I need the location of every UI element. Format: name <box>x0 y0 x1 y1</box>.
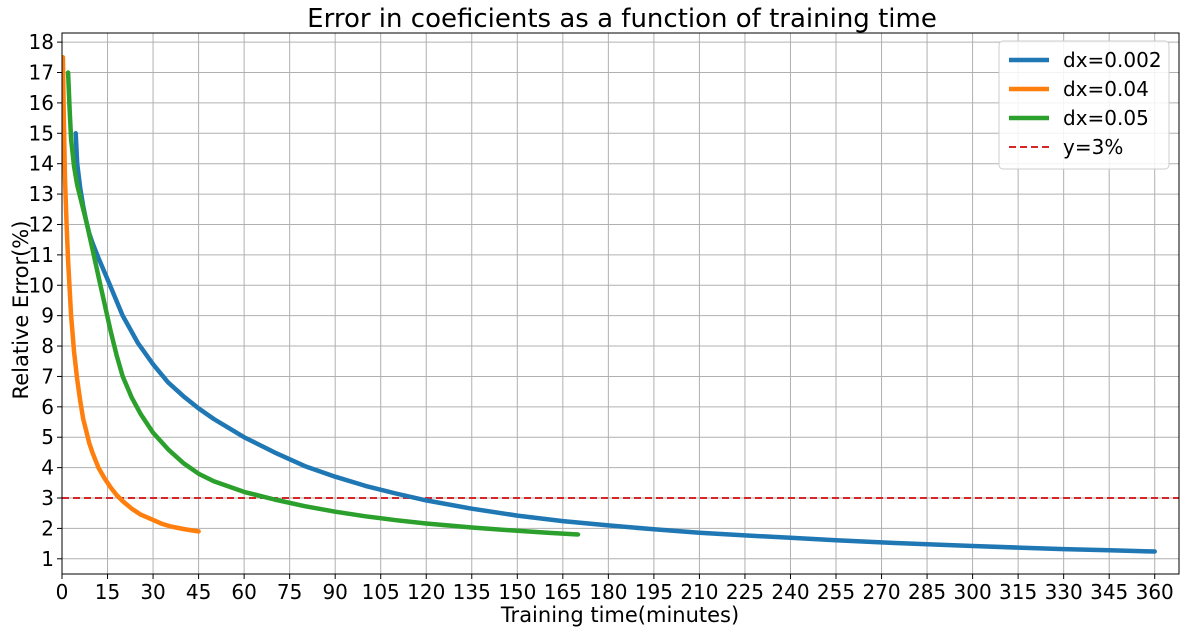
plot-area <box>62 55 1179 554</box>
series-line-0 <box>73 131 1157 554</box>
x-tick-label: 15 <box>95 580 120 604</box>
x-tick-label: 45 <box>186 580 211 604</box>
legend-label-2: dx=0.05 <box>1063 106 1149 130</box>
y-tick-label: 7 <box>41 364 54 388</box>
y-tick-label: 10 <box>29 273 54 297</box>
y-tick-label: 13 <box>29 182 54 206</box>
grid <box>61 33 1179 574</box>
y-tick-label: 5 <box>41 425 54 449</box>
x-tick-label: 180 <box>589 580 627 604</box>
y-tick-label: 15 <box>29 121 54 145</box>
legend-label-1: dx=0.04 <box>1063 77 1149 101</box>
x-tick-label: 225 <box>726 580 764 604</box>
y-tick-label: 11 <box>29 243 54 267</box>
y-tick-label: 6 <box>41 395 54 419</box>
legend-box <box>998 40 1170 170</box>
legend-label-0: dx=0.002 <box>1063 48 1162 72</box>
y-tick-label: 14 <box>29 152 54 176</box>
y-tick-label: 17 <box>29 61 54 85</box>
x-tick-label: 30 <box>140 580 165 604</box>
x-tick-label: 330 <box>1045 580 1083 604</box>
x-tick-label: 60 <box>231 580 256 604</box>
x-tick-label: 195 <box>635 580 673 604</box>
x-tick-label: 150 <box>498 580 536 604</box>
series-line-2 <box>65 70 581 537</box>
y-tick-label: 8 <box>41 334 54 358</box>
x-tick-label: 255 <box>817 580 855 604</box>
x-tick-label: 105 <box>362 580 400 604</box>
x-tick-label: 210 <box>680 580 718 604</box>
x-tick-label: 345 <box>1090 580 1128 604</box>
x-tick-label: 315 <box>999 580 1037 604</box>
x-tick-label: 300 <box>954 580 992 604</box>
y-tick-label: 2 <box>41 516 54 540</box>
y-tick-label: 4 <box>41 456 54 480</box>
chart-title: Error in coeficients as a function of tr… <box>307 4 937 34</box>
y-tick-label: 1 <box>41 547 54 571</box>
x-tick-label: 240 <box>771 580 809 604</box>
x-tick-label: 285 <box>908 580 946 604</box>
plot-frame <box>61 32 1180 575</box>
series-lines <box>62 55 1157 554</box>
x-tick-label: 90 <box>322 580 347 604</box>
series-line-1 <box>62 55 201 534</box>
y-tick-label: 18 <box>29 30 54 54</box>
y-tick-label: 16 <box>29 91 54 115</box>
y-axis-label: Relative Error(%) <box>9 221 33 400</box>
x-axis-label: Training time(minutes) <box>500 603 739 627</box>
x-tick-label: 270 <box>862 580 900 604</box>
legend-label-3: y=3% <box>1063 135 1123 159</box>
x-tick-label: 135 <box>453 580 491 604</box>
x-tick-label: 0 <box>56 580 69 604</box>
y-tick-label: 9 <box>41 304 54 328</box>
x-tick-label: 165 <box>544 580 582 604</box>
y-tick-label: 3 <box>41 486 54 510</box>
x-tick-label: 75 <box>277 580 302 604</box>
x-axis-ticks: 0 15 30 45 60 75 90 105 120 135 150 165 180 195 210 225… <box>56 574 1174 604</box>
y-tick-label: 12 <box>29 212 54 236</box>
x-tick-label: 360 <box>1136 580 1174 604</box>
legend: dx=0.002 dx=0.04 dx=0.05 y=3% <box>998 40 1170 170</box>
x-tick-label: 120 <box>407 580 445 604</box>
